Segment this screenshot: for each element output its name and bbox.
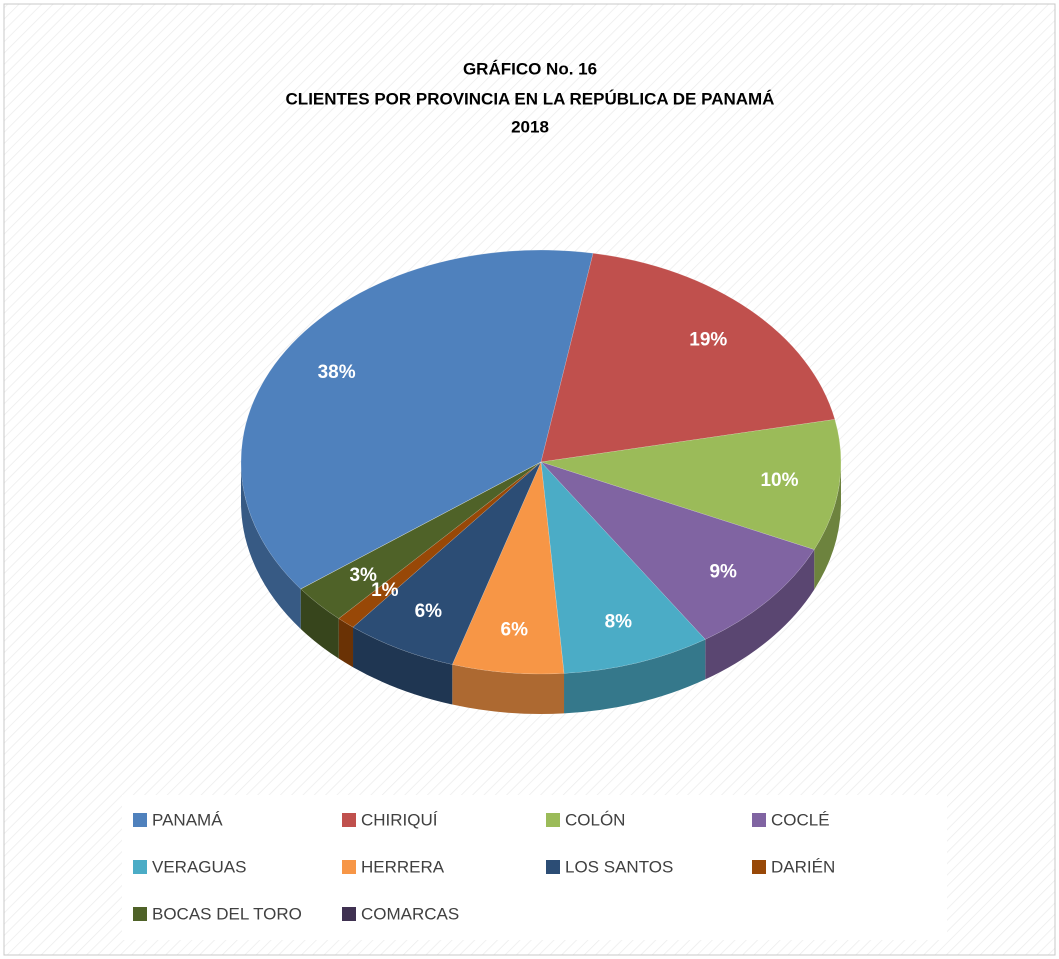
slice	[540, 461, 815, 640]
legend-swatch	[752, 813, 766, 827]
legend-label: COCLÉ	[771, 810, 830, 829]
slice-side	[353, 627, 453, 705]
legend-label: PANAMÁ	[152, 810, 223, 829]
legend-box	[122, 795, 947, 940]
legend-label: LOS SANTOS	[565, 857, 673, 876]
slice-side	[452, 664, 565, 714]
legend-label: COLÓN	[565, 810, 625, 829]
slice-side	[338, 618, 354, 668]
slice	[540, 419, 842, 550]
slice	[352, 461, 542, 665]
legend-swatch	[342, 813, 356, 827]
legend-swatch	[752, 860, 766, 874]
slice	[451, 461, 565, 675]
data-label: 1%	[371, 580, 399, 601]
legend-label: HERRERA	[361, 857, 445, 876]
legend-label: VERAGUAS	[152, 857, 246, 876]
data-label: 3%	[349, 565, 377, 586]
slice-side	[241, 462, 301, 629]
legend-label: COMARCAS	[361, 904, 459, 923]
slice	[300, 461, 542, 590]
legend-swatch	[133, 813, 147, 827]
legend-swatch	[133, 907, 147, 921]
legend-swatch	[342, 907, 356, 921]
data-label: 6%	[501, 620, 529, 641]
legend-swatch	[342, 860, 356, 874]
legend-swatch	[546, 813, 560, 827]
legend-swatch	[546, 860, 560, 874]
data-label: 6%	[415, 601, 443, 622]
legend-label: CHIRIQUÍ	[361, 810, 438, 829]
legend-swatch	[133, 860, 147, 874]
data-label: 10%	[760, 470, 798, 491]
legend-label: BOCAS DEL TORO	[152, 904, 302, 923]
data-label: 38%	[318, 362, 356, 383]
slice-side	[300, 588, 339, 659]
slice	[300, 461, 542, 619]
slice-side	[564, 639, 706, 714]
legend-label: DARIÉN	[771, 857, 835, 876]
chart-title: 2018	[511, 117, 549, 136]
chart-title: CLIENTES POR PROVINCIA EN LA REPÚBLICA D…	[286, 89, 775, 108]
slice	[540, 461, 706, 674]
data-label: 9%	[709, 561, 737, 582]
chart-title: GRÁFICO No. 16	[463, 59, 597, 78]
slice-side	[705, 549, 815, 680]
slice-side	[814, 462, 841, 590]
data-label: 19%	[689, 329, 727, 350]
data-label: 8%	[605, 612, 633, 633]
slice	[240, 249, 594, 590]
slice	[540, 252, 836, 463]
slice	[338, 461, 542, 628]
